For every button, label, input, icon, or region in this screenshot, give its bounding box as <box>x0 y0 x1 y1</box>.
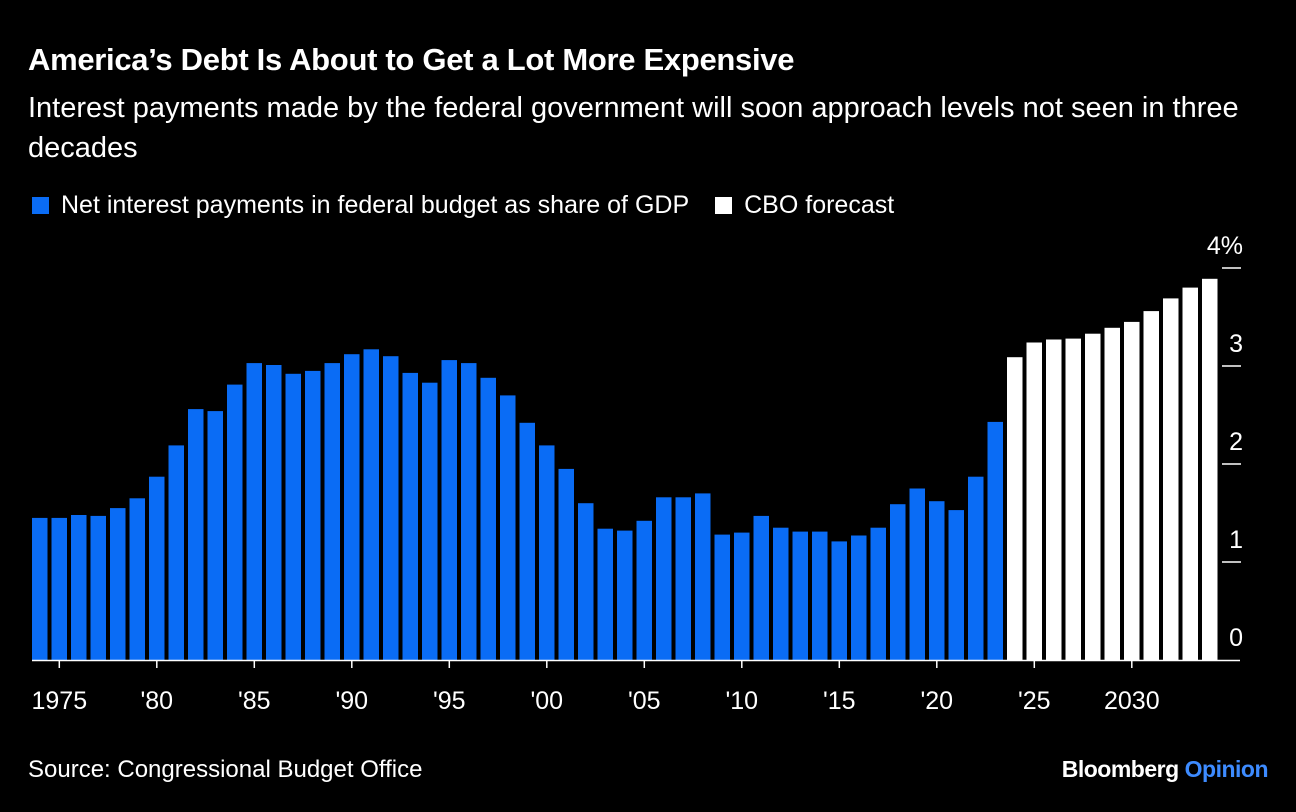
bar-2002 <box>578 503 594 660</box>
brand-logo: Bloomberg Opinion <box>1061 756 1269 783</box>
bar-2022 <box>968 476 984 660</box>
bar-1990 <box>344 354 360 660</box>
source-note: Source: Congressional Budget Office <box>28 756 423 783</box>
bar-2020 <box>929 501 945 660</box>
x-tick-label-1980: '80 <box>141 687 174 715</box>
bar-1979 <box>129 498 145 660</box>
bar-1998 <box>500 395 516 660</box>
bar-2010 <box>734 532 750 660</box>
legend-item-actual: Net interest payments in federal budget … <box>32 191 689 220</box>
y-tick-label-4: 4% <box>1207 232 1243 260</box>
bar-2005 <box>636 520 652 660</box>
x-tick-label-2000: '00 <box>531 687 564 715</box>
bar-2023 <box>987 421 1003 660</box>
x-tick-label-2010: '10 <box>726 687 759 715</box>
legend-item-forecast: CBO forecast <box>715 191 894 220</box>
x-tick-label-1985: '85 <box>238 687 271 715</box>
bar-1975 <box>51 517 67 660</box>
bar-1987 <box>285 373 301 660</box>
bar-2015 <box>831 541 847 660</box>
y-tick-label-3: 3 <box>1229 330 1243 358</box>
bar-2017 <box>870 527 886 660</box>
legend: Net interest payments in federal budget … <box>32 191 920 220</box>
bar-2021 <box>948 510 964 660</box>
legend-swatch-forecast <box>715 197 733 214</box>
legend-swatch-actual <box>32 197 49 214</box>
bar-1993 <box>402 372 418 660</box>
bar-1991 <box>363 349 379 660</box>
bar-2016 <box>851 535 867 660</box>
x-tick-label-1975: 1975 <box>31 687 87 715</box>
bar-1986 <box>266 365 282 660</box>
bar-2011 <box>753 515 769 660</box>
bar-2008 <box>695 493 711 660</box>
chart-title: America’s Debt Is About to Get a Lot Mor… <box>28 42 795 77</box>
bar-2032 <box>1163 298 1179 660</box>
bar-2004 <box>617 530 633 660</box>
bar-2031 <box>1143 311 1159 660</box>
legend-label-actual: Net interest payments in federal budget … <box>61 191 690 219</box>
series-actual <box>32 349 1003 660</box>
brand-name: Bloomberg <box>1061 756 1179 782</box>
bar-1989 <box>324 363 340 660</box>
bar-2007 <box>675 497 691 660</box>
bar-1996 <box>461 363 477 660</box>
bar-2027 <box>1065 338 1081 660</box>
bar-2033 <box>1182 287 1198 660</box>
bar-1999 <box>519 422 535 660</box>
bar-1997 <box>480 377 496 660</box>
bar-2012 <box>773 527 789 660</box>
bar-1994 <box>422 382 438 660</box>
x-tick-label-2005: '05 <box>628 687 661 715</box>
bar-2018 <box>890 504 906 660</box>
bar-2025 <box>1026 342 1042 660</box>
x-tick-label-2025: '25 <box>1018 687 1051 715</box>
bar-2013 <box>792 531 808 660</box>
series-forecast <box>1007 278 1218 660</box>
bar-2026 <box>1046 339 1062 660</box>
bar-2006 <box>656 497 672 660</box>
bar-1983 <box>207 411 223 660</box>
bar-2014 <box>812 531 828 660</box>
bar-1988 <box>305 370 321 660</box>
bar-2003 <box>597 528 613 660</box>
legend-label-forecast: CBO forecast <box>744 191 895 219</box>
x-tick-label-1990: '90 <box>336 687 369 715</box>
x-tick-label-2030: 2030 <box>1104 687 1160 715</box>
bar-1978 <box>110 508 126 660</box>
bar-1992 <box>383 356 399 660</box>
brand-section: Opinion <box>1184 756 1269 782</box>
x-tick-label-2015: '15 <box>823 687 856 715</box>
y-tick-label-2: 2 <box>1229 428 1243 456</box>
bar-2028 <box>1085 333 1101 660</box>
bar-2024 <box>1007 357 1023 660</box>
bar-2009 <box>714 534 730 660</box>
bar-2029 <box>1104 327 1120 660</box>
bar-2001 <box>558 468 574 660</box>
bar-2034 <box>1202 278 1218 660</box>
x-axis: 1975 '80 '85 '90 '95 '00 '05 '10 '15 '20 '25 2030 <box>31 660 1160 715</box>
y-axis: 0 1 2 3 4% <box>1207 232 1243 652</box>
x-tick-label-2020: '20 <box>921 687 954 715</box>
y-tick-label-0: 0 <box>1229 624 1243 652</box>
bar-1984 <box>227 384 243 660</box>
bar-1974 <box>32 517 48 660</box>
bar-1981 <box>168 445 184 660</box>
bar-1980 <box>149 476 165 660</box>
bar-1995 <box>441 360 457 660</box>
x-tick-label-1995: '95 <box>433 687 466 715</box>
bar-2030 <box>1124 321 1140 660</box>
bar-1985 <box>246 363 262 660</box>
bar-1976 <box>71 515 87 660</box>
chart-subtitle: Interest payments made by the federal go… <box>28 92 1239 164</box>
bar-1982 <box>188 409 204 660</box>
bar-2019 <box>909 488 925 660</box>
bar-2000 <box>539 445 555 660</box>
y-tick-label-1: 1 <box>1229 526 1243 554</box>
bar-1977 <box>90 515 106 660</box>
